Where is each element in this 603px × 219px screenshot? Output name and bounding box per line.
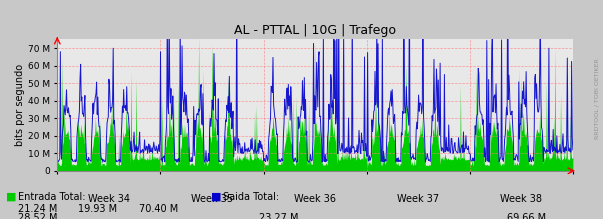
Text: 69.66 M: 69.66 M <box>507 213 546 219</box>
Text: Week 37: Week 37 <box>397 194 439 205</box>
Text: RRDTOOL / TOBI OETIKER: RRDTOOL / TOBI OETIKER <box>595 58 600 139</box>
Text: ■: ■ <box>6 192 16 202</box>
Text: 28.52 M: 28.52 M <box>18 213 58 219</box>
Text: 19.93 M: 19.93 M <box>78 204 118 214</box>
Text: Week 34: Week 34 <box>88 194 130 205</box>
Text: ■: ■ <box>211 192 221 202</box>
Text: 70.40 M: 70.40 M <box>139 204 178 214</box>
Text: Week 36: Week 36 <box>294 194 336 205</box>
Y-axis label: bits por segundo: bits por segundo <box>14 64 25 146</box>
Text: Week 35: Week 35 <box>191 194 233 205</box>
Text: Week 38: Week 38 <box>500 194 542 205</box>
Text: Saida Total:: Saida Total: <box>223 192 279 202</box>
Title: AL - PTTAL | 10G | Trafego: AL - PTTAL | 10G | Trafego <box>234 24 396 37</box>
Text: 23.27 M: 23.27 M <box>259 213 299 219</box>
Text: Entrada Total:: Entrada Total: <box>18 192 86 202</box>
Text: 21.24 M: 21.24 M <box>18 204 57 214</box>
